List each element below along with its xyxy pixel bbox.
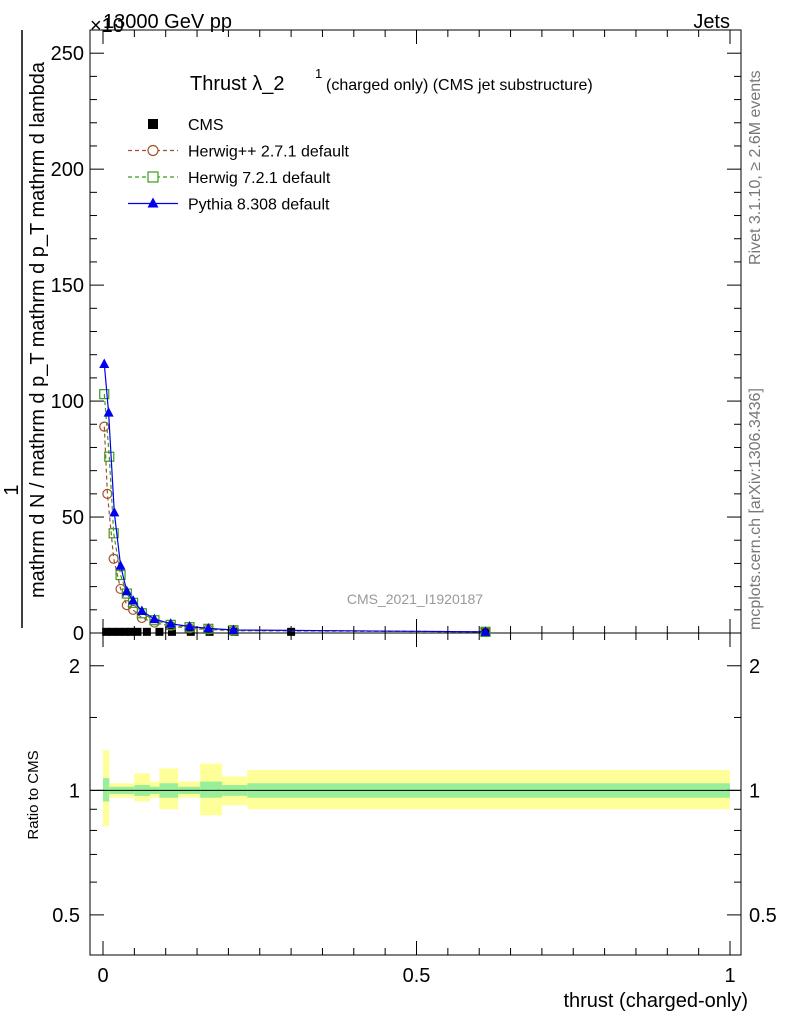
ratio-bands — [90, 750, 741, 826]
title-main: Thrust λ_2 — [190, 73, 284, 95]
title-sup: 1 — [315, 66, 322, 81]
pythia-point — [203, 622, 214, 633]
x-tick-label: 1 — [724, 965, 735, 987]
legend: CMS Herwig++ 2.7.1 default Herwig 7.2.1 de… — [128, 117, 350, 214]
herwig7-point — [104, 451, 115, 462]
main-y-tick-label: 200 — [51, 159, 84, 181]
x-tick-label: 0 — [97, 965, 108, 987]
x-tick-label: 0.5 — [403, 965, 431, 987]
legend-marker — [147, 197, 159, 208]
watermark: CMS_2021_I1920187 — [347, 591, 483, 607]
cms-point — [120, 627, 129, 636]
cms-point — [102, 627, 111, 636]
axes-ticks: 0 50 100 150 200 250 0.5 0.5 1 1 2 2 0 0.5 1 — [51, 30, 777, 987]
legend-marker — [147, 144, 159, 157]
legend-label: CMS — [188, 117, 224, 134]
ratio-y-tick-label: 1 — [69, 780, 80, 802]
herwigpp-point — [99, 421, 110, 432]
cms-point — [142, 627, 151, 636]
legend-label: Herwig 7.2.1 default — [188, 170, 331, 187]
ratio-y-tick-label-right: 1 — [749, 780, 760, 802]
x-axis-label: thrust (charged-only) — [563, 990, 748, 1012]
pythia-point — [165, 618, 176, 628]
main-y-tick-label: 150 — [51, 275, 84, 297]
energy-label: 13000 GeV pp — [103, 11, 232, 33]
main-y-tick-label: 0 — [73, 623, 84, 645]
ratio-y-label: Ratio to CMS — [25, 750, 42, 839]
category-label: Jets — [693, 11, 730, 33]
pythia-point — [121, 585, 132, 596]
herwig7-point — [115, 569, 126, 581]
pythia-point — [99, 358, 110, 368]
main-y-tick-label: 250 — [51, 43, 84, 65]
cms-point — [108, 627, 117, 636]
ratio-y-tick-label: 2 — [69, 656, 80, 678]
cms-point — [114, 627, 123, 636]
pythia-point — [128, 595, 139, 605]
pythia-point — [109, 506, 120, 517]
pythia-point — [480, 626, 491, 636]
pythia-point — [184, 621, 195, 631]
plot-title: Thrust λ_2 1 (charged only) (CMS jet sub… — [190, 66, 593, 95]
ratio-stat-band — [103, 778, 110, 802]
main-y-tick-label: 50 — [62, 507, 84, 529]
pythia-point — [103, 407, 114, 417]
pythia-point — [228, 624, 239, 634]
cms-point — [133, 627, 142, 636]
pythia-point — [115, 560, 126, 570]
cms-point — [167, 627, 176, 636]
ratio-y-tick-label-right: 0.5 — [749, 905, 777, 927]
legend-marker — [147, 171, 159, 183]
ratio-stat-band — [200, 781, 223, 798]
cms-point — [155, 627, 164, 636]
pythia-point — [136, 605, 147, 615]
exponent-label: ×10 — [90, 15, 124, 37]
ratio-y-tick-label: 0.5 — [52, 905, 80, 927]
main-y-tick-label: 100 — [51, 391, 84, 413]
mcplots-label: mcplots.cern.ch [arXiv:1306.3436] — [747, 388, 764, 630]
herwigpp-point — [108, 553, 119, 564]
legend-marker — [148, 119, 158, 129]
y-label-denominator: mathrm d N / mathrm d p_T mathrm d p_T m… — [27, 61, 49, 598]
y-label-numerator: 1 — [1, 484, 23, 495]
ratio-plot-frame — [89, 632, 742, 956]
herwig7-point — [108, 528, 119, 539]
herwig7-point — [99, 389, 110, 400]
rivet-version-label: Rivet 3.1.10, ≥ 2.6M events — [747, 70, 764, 265]
y-axis-label: 1 mathrm d N / mathrm d p_T mathrm d p_T… — [1, 30, 49, 628]
ratio-y-tick-label-right: 2 — [749, 656, 760, 678]
title-rest: (charged only) (CMS jet substructure) — [326, 77, 593, 94]
legend-label: Pythia 8.308 default — [188, 197, 330, 214]
cms-point — [127, 627, 136, 636]
main-series — [99, 358, 491, 637]
pythia-point — [149, 613, 160, 624]
legend-label: Herwig++ 2.7.1 default — [188, 144, 350, 161]
